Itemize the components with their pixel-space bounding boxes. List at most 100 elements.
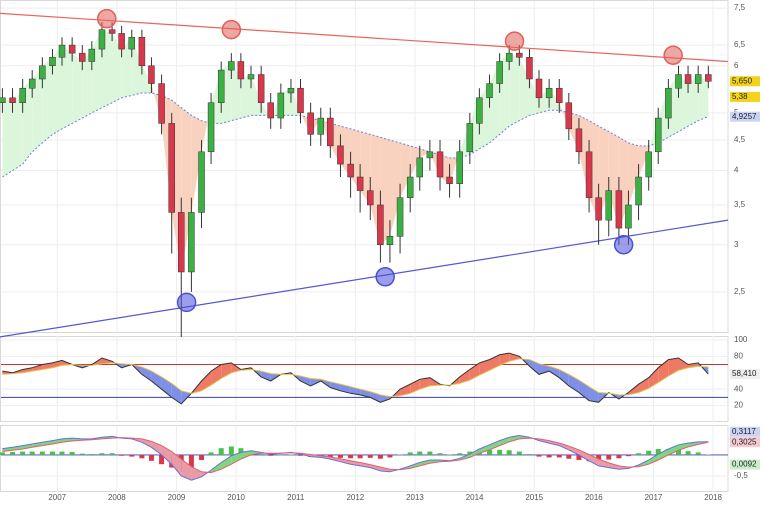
signal-fill [380,467,390,472]
histogram-bar [278,454,284,456]
signal-fill [589,386,599,403]
candle-body [545,87,553,99]
candle-body [347,163,354,178]
signal-fill [251,450,262,455]
candle-body [28,78,36,89]
histogram-bar [655,449,661,455]
histogram-bar [506,450,512,455]
signal-fill [310,378,321,386]
histogram-bar [646,450,652,455]
trend-fill [82,49,92,119]
histogram-bar [69,451,75,455]
candle-body [386,236,394,246]
x-tick-label: 2011 [287,493,305,502]
histogram-bar [695,452,701,455]
value-label-box [730,111,760,122]
candle-body [436,151,444,178]
x-tick-label: 2018 [704,493,722,502]
candle-body [446,176,453,184]
candle-body [148,65,155,84]
candle-body [496,61,503,84]
trend-line [0,12,729,63]
histogram-bar [377,454,383,459]
candle-body [178,212,185,273]
signal-fill [529,359,539,375]
histogram-bar [437,453,443,455]
signal-fill [668,444,679,455]
histogram-bar [457,453,463,455]
signal-fill [380,394,390,403]
candle-body [327,117,334,147]
histogram-bar [208,452,214,455]
y-tick-label: 20 [734,401,743,410]
value-label-box [730,91,760,102]
rsi-panel [0,336,729,422]
candle-body [705,74,712,82]
histogram-bar [0,452,5,455]
signal-fill [419,459,430,466]
signal-fill [658,449,669,460]
y-tick-label: 4,5 [734,135,746,144]
value-label: 0,0092 [732,460,757,469]
x-tick-label: 2016 [585,493,603,502]
signal-fill [499,437,510,446]
candle-body [575,128,583,153]
candle-body [247,74,255,80]
candle-body [257,74,265,103]
pivot-marker [504,31,525,51]
histogram-bar [576,454,582,460]
histogram-bar [148,454,154,461]
candle-body [79,52,86,62]
signal-fill [589,454,599,466]
signal-fill [231,362,241,373]
histogram-bar [218,448,224,455]
value-label-box [730,459,760,470]
candle-body [118,33,125,50]
candle-body [9,97,16,103]
histogram-bar [616,454,622,459]
histogram-bar [20,451,26,455]
histogram-bar [79,453,85,455]
candle-body [535,78,543,99]
indicator-line [2,437,709,474]
x-tick-label: 2014 [466,493,484,502]
candle-body [694,74,702,84]
pivot-marker [176,292,197,313]
candle-body [526,57,533,80]
histogram-bar [139,454,145,459]
signal-fill [648,367,659,389]
signal-fill [648,454,659,465]
y-tick-label: 6,5 [734,40,746,49]
candle-body [456,151,463,184]
candle-body [138,37,146,67]
histogram-bar [49,451,55,455]
candle-body [486,83,493,99]
trend-fill [2,97,13,178]
signal-fill [568,446,579,455]
trend-fill [12,88,23,171]
histogram-bar [228,446,234,455]
candle-body [237,61,245,80]
candle-body [287,87,295,94]
signal-fill [499,353,510,366]
candle-body [625,204,632,229]
value-label: 5,38 [732,92,748,101]
histogram-bar [487,449,493,455]
signal-fill [559,443,569,450]
trend-fill [121,37,132,98]
candle-body [307,112,314,135]
histogram-bar [625,454,631,457]
signal-fill [201,371,212,391]
candle-body [367,190,374,206]
candle-body [356,176,364,191]
trend-fill [529,79,539,116]
x-tick-label: 2015 [525,493,543,502]
trend-fill [52,45,63,135]
histogram-bar [159,454,165,465]
histogram-bar [288,454,294,455]
histogram-bar [258,454,264,455]
signal-fill [410,462,420,469]
candle-body [635,176,642,206]
